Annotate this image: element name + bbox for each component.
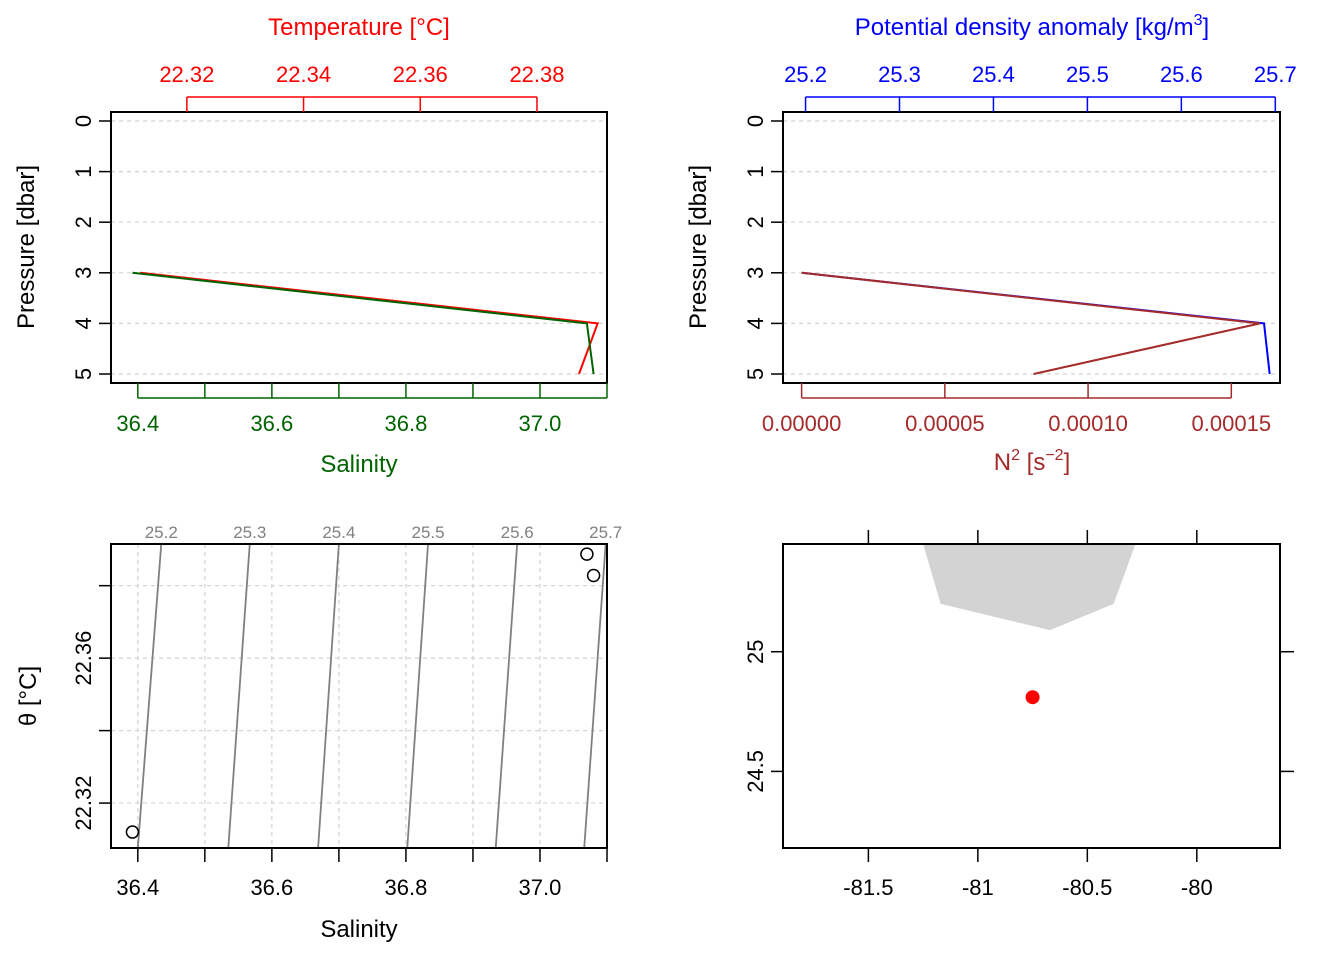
x-tick-label: -81.5 bbox=[843, 875, 893, 900]
y-tick-label: 1 bbox=[743, 165, 768, 177]
plot-frame bbox=[110, 111, 608, 384]
y-tick-label: 22.32 bbox=[71, 776, 96, 831]
x-tick-label: -80.5 bbox=[1062, 875, 1112, 900]
bottom-tick-label: 0.00000 bbox=[762, 411, 842, 436]
y-tick-label: 22.36 bbox=[71, 631, 96, 686]
isopycnal-label: 25.4 bbox=[322, 523, 355, 542]
bottom-tick-label: 36.6 bbox=[250, 411, 293, 436]
bottom-tick-label: 36.4 bbox=[116, 411, 159, 436]
top-tick-label: 25.2 bbox=[784, 62, 827, 87]
isopycnal-line bbox=[494, 543, 519, 849]
station-map-panel: -81.5 -81 -80.5 -80 24.5 25 bbox=[743, 530, 1294, 900]
bottom-tick-label: 36.8 bbox=[385, 411, 428, 436]
bottom-tick-label: 0.00010 bbox=[1048, 411, 1128, 436]
x-tick-label: 36.6 bbox=[250, 875, 293, 900]
isopycnal-line bbox=[136, 543, 163, 849]
y-tick-label: 2 bbox=[71, 216, 96, 228]
top-tick-label: 22.34 bbox=[276, 62, 331, 87]
map-frame bbox=[782, 543, 1281, 849]
isopycnal-label: 25.7 bbox=[589, 523, 622, 542]
top-tick-label: 22.32 bbox=[159, 62, 214, 87]
x-tick-label: -81 bbox=[962, 875, 994, 900]
bottom-tick-label: 37.0 bbox=[519, 411, 562, 436]
ts-point bbox=[125, 825, 140, 839]
isopycnal-line bbox=[406, 543, 429, 849]
ts-point bbox=[580, 547, 594, 561]
ts-point bbox=[586, 568, 601, 583]
y-tick-label: 5 bbox=[71, 368, 96, 380]
n2-line bbox=[801, 271, 1261, 375]
isopycnal-label: 25.3 bbox=[233, 523, 266, 542]
station-marker bbox=[1025, 690, 1040, 705]
y-axis-label: Pressure [dbar] bbox=[685, 165, 712, 329]
isopycnal-line bbox=[317, 543, 340, 849]
y-tick-label: 0 bbox=[743, 115, 768, 127]
x-tick-label: 36.4 bbox=[116, 875, 159, 900]
x-tick-label: -80 bbox=[1181, 875, 1213, 900]
x-tick-label: 37.0 bbox=[519, 875, 562, 900]
isopycnal-label: 25.2 bbox=[145, 523, 178, 542]
temperature-salinity-profile-panel: 0 1 2 3 4 5 Pressure [dbar] 22.32 22.34 22.36 22.3… bbox=[13, 14, 608, 478]
isopycnal-line bbox=[583, 543, 607, 849]
bottom-axis-label: Salinity bbox=[320, 451, 397, 478]
top-tick-label: 25.4 bbox=[972, 62, 1015, 87]
coastline-shape bbox=[923, 544, 1136, 631]
plot-frame bbox=[110, 543, 608, 849]
top-tick-label: 25.5 bbox=[1066, 62, 1109, 87]
top-tick-label: 25.6 bbox=[1160, 62, 1203, 87]
bottom-tick-label: 0.00015 bbox=[1192, 411, 1272, 436]
y-tick-label: 3 bbox=[743, 267, 768, 279]
ts-diagram-panel: 25.2 25.3 25.4 25.5 25.6 25.7 36.4 36.6 36.8 37.0… bbox=[15, 523, 622, 943]
top-tick-label: 25.3 bbox=[878, 62, 921, 87]
y-tick-label: 3 bbox=[71, 267, 96, 279]
x-axis-label: Salinity bbox=[320, 916, 397, 943]
y-tick-label: 4 bbox=[743, 317, 768, 329]
plot-frame bbox=[782, 111, 1281, 384]
y-tick-label: 0 bbox=[71, 115, 96, 127]
y-tick-label: 2 bbox=[743, 216, 768, 228]
top-tick-label: 25.7 bbox=[1254, 62, 1297, 87]
x-tick-label: 36.8 bbox=[385, 875, 428, 900]
y-axis-label: Pressure [dbar] bbox=[13, 165, 40, 329]
bottom-axis-label: N2 [s−2] bbox=[994, 447, 1071, 476]
y-tick-label: 1 bbox=[71, 165, 96, 177]
bottom-tick-label: 0.00005 bbox=[905, 411, 985, 436]
isopycnal-line bbox=[227, 543, 251, 849]
density-n2-profile-panel: 0 1 2 3 4 5 Pressure [dbar] 25.2 25.3 25.4 25.5 25.… bbox=[685, 12, 1297, 476]
y-axis-label: θ [°C] bbox=[15, 666, 42, 726]
y-tick-label: 25 bbox=[743, 639, 768, 663]
y-tick-label: 24.5 bbox=[743, 750, 768, 793]
salinity-line bbox=[132, 271, 595, 375]
top-axis-label: Temperature [°C] bbox=[268, 14, 450, 41]
top-tick-label: 22.36 bbox=[393, 62, 448, 87]
top-axis-label: Potential density anomaly [kg/m3] bbox=[855, 12, 1209, 41]
isopycnal-label: 25.5 bbox=[411, 523, 444, 542]
top-tick-label: 22.38 bbox=[509, 62, 564, 87]
y-tick-label: 5 bbox=[743, 368, 768, 380]
y-tick-label: 4 bbox=[71, 317, 96, 329]
isopycnal-label: 25.6 bbox=[501, 523, 534, 542]
